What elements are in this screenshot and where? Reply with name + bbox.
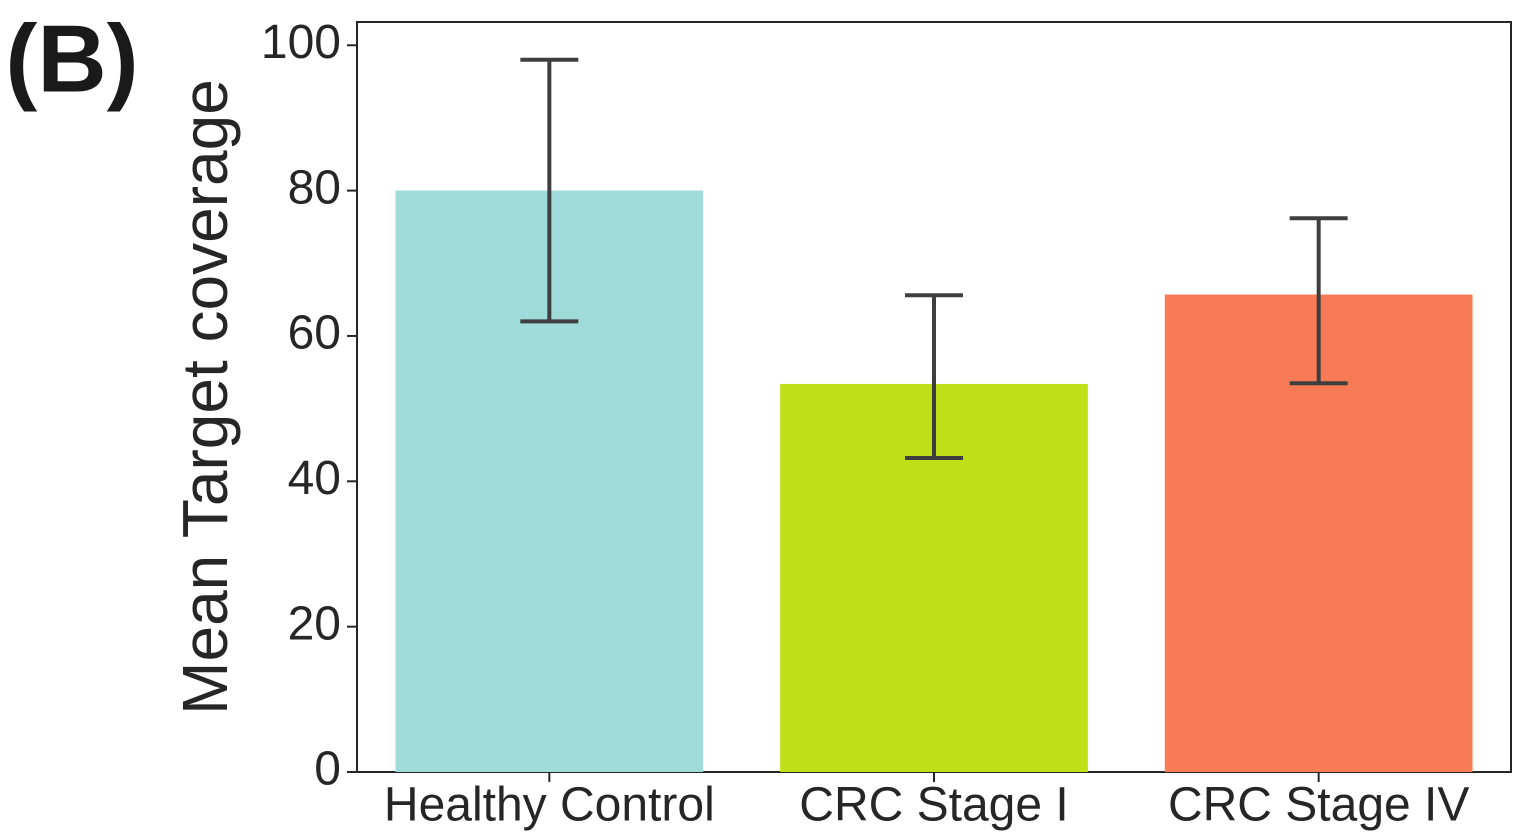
y-tick-label: 0 xyxy=(314,743,341,796)
x-tick-label: CRC Stage I xyxy=(799,779,1068,832)
y-tick-label: 20 xyxy=(288,597,341,650)
x-tick-label: CRC Stage IV xyxy=(1168,779,1469,832)
panel-label: (B) xyxy=(5,5,138,112)
y-axis-label: Mean Target coverage xyxy=(169,79,241,715)
y-tick-label: 80 xyxy=(288,161,341,214)
y-tick-label: 60 xyxy=(288,307,341,360)
y-tick-label: 40 xyxy=(288,452,341,505)
x-tick-label: Healthy Control xyxy=(384,779,715,832)
y-tick-label: 100 xyxy=(261,16,341,69)
